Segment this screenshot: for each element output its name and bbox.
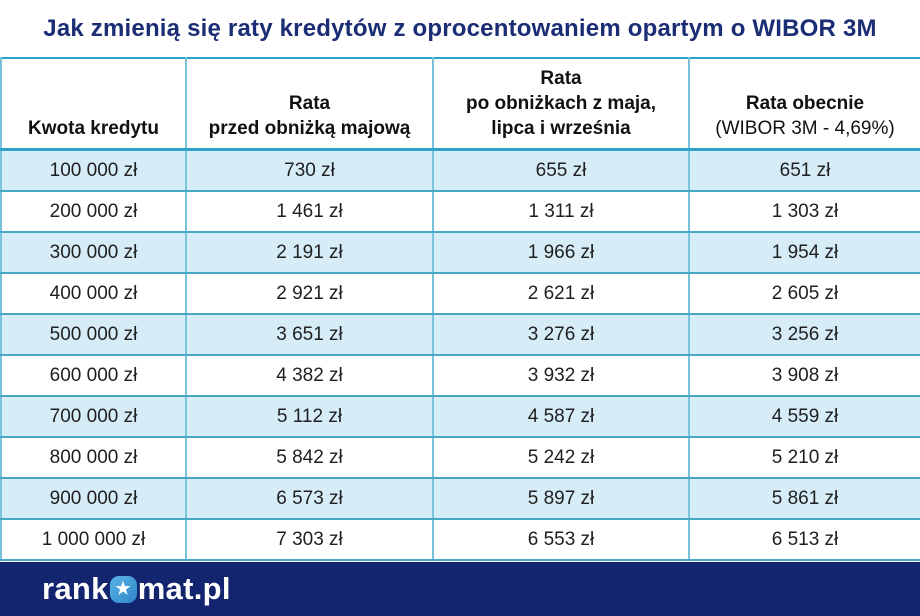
column-header-4: Rata obecnie (WIBOR 3M - 4,69%) (688, 58, 920, 151)
table-row: 800 000 zł 5 842 zł 5 242 zł 5 210 zł (0, 436, 920, 479)
spacer (0, 561, 920, 562)
table-cell: 700 000 zł (0, 395, 187, 438)
table-cell: 1 303 zł (688, 190, 920, 233)
logo-text-suffix: mat.pl (137, 571, 231, 606)
table-cell: 500 000 zł (0, 313, 187, 356)
table-cell: 655 zł (432, 148, 690, 192)
table-row: 600 000 zł 4 382 zł 3 932 zł 3 908 zł (0, 354, 920, 397)
table-row: 200 000 zł 1 461 zł 1 311 zł 1 303 zł (0, 190, 920, 233)
table-cell: 300 000 zł (0, 231, 187, 274)
column-header-1: Kwota kredytu (0, 58, 187, 151)
column-header-line: przed obniżką majową (208, 117, 411, 139)
column-header-3: Rata po obniżkach z maja, lipca i września (432, 58, 690, 151)
column-header-2: Rata przed obniżką majową (185, 58, 434, 151)
table-cell: 1 000 000 zł (0, 518, 187, 561)
table-row: 900 000 zł 6 573 zł 5 897 zł 5 861 zł (0, 477, 920, 520)
table-cell: 651 zł (688, 148, 920, 192)
table-row: 700 000 zł 5 112 zł 4 587 zł 4 559 zł (0, 395, 920, 438)
column-header-line: Rata (288, 92, 331, 114)
table-row: 1 000 000 zł 7 303 zł 6 553 zł 6 513 zł (0, 518, 920, 561)
logo-text-prefix: rank (42, 571, 109, 606)
table-cell: 5 112 zł (185, 395, 434, 438)
column-header-line: Rata (540, 67, 582, 89)
table-row: 100 000 zł 730 zł 655 zł 651 zł (0, 148, 920, 192)
table-cell: 5 897 zł (432, 477, 690, 520)
table-cell: 1 966 zł (432, 231, 690, 274)
table-cell: 3 651 zł (185, 313, 434, 356)
table-cell: 600 000 zł (0, 354, 187, 397)
footer-bar: rank ★ mat.pl (0, 562, 920, 616)
table-cell: 200 000 zł (0, 190, 187, 233)
table-row: 500 000 zł 3 651 zł 3 276 zł 3 256 zł (0, 313, 920, 356)
table-body: 100 000 zł 730 zł 655 zł 651 zł 200 000 zł 1 … (0, 148, 920, 561)
table-row: 400 000 zł 2 921 zł 2 621 zł 2 605 zł (0, 272, 920, 315)
table-cell: 4 587 zł (432, 395, 690, 438)
table-cell: 2 921 zł (185, 272, 434, 315)
star-icon: ★ (109, 575, 137, 603)
table-cell: 400 000 zł (0, 272, 187, 315)
table-cell: 6 513 zł (688, 518, 920, 561)
table-cell: 5 842 zł (185, 436, 434, 479)
table-cell: 3 908 zł (688, 354, 920, 397)
table-cell: 3 256 zł (688, 313, 920, 356)
table-cell: 4 559 zł (688, 395, 920, 438)
title-bar: Jak zmienią się raty kredytów z oprocent… (0, 0, 920, 57)
table-cell: 6 553 zł (432, 518, 690, 561)
table-cell: 100 000 zł (0, 148, 187, 192)
table-cell: 5 242 zł (432, 436, 690, 479)
table-cell: 1 311 zł (432, 190, 690, 233)
rankomat-logo: rank ★ mat.pl (42, 571, 231, 607)
table-header-row: Kwota kredytu Rata przed obniżką majową Rat… (0, 58, 920, 151)
table-cell: 800 000 zł (0, 436, 187, 479)
table-cell: 3 276 zł (432, 313, 690, 356)
table-cell: 4 382 zł (185, 354, 434, 397)
table-cell: 7 303 zł (185, 518, 434, 561)
table-cell: 6 573 zł (185, 477, 434, 520)
table-cell: 2 191 zł (185, 231, 434, 274)
table-cell: 900 000 zł (0, 477, 187, 520)
page-title: Jak zmienią się raty kredytów z oprocent… (43, 14, 877, 42)
table-cell: 2 605 zł (688, 272, 920, 315)
column-header-line: Rata obecnie (745, 92, 865, 114)
column-header-line: lipca i września (491, 117, 631, 139)
table-cell: 2 621 zł (432, 272, 690, 315)
column-header-line: (WIBOR 3M - 4,69%) (715, 117, 895, 139)
table-cell: 3 932 zł (432, 354, 690, 397)
column-header-line: po obniżkach z maja, (465, 92, 657, 114)
table-cell: 1 461 zł (185, 190, 434, 233)
table-cell: 730 zł (185, 148, 434, 192)
table-cell: 1 954 zł (688, 231, 920, 274)
table-row: 300 000 zł 2 191 zł 1 966 zł 1 954 zł (0, 231, 920, 274)
column-header-line: Kwota kredytu (28, 117, 159, 139)
table-cell: 5 861 zł (688, 477, 920, 520)
table-header: Kwota kredytu Rata przed obniżką majową Rat… (0, 58, 920, 151)
loan-rates-table: Kwota kredytu Rata przed obniżką majową Rat… (0, 57, 920, 561)
table-cell: 5 210 zł (688, 436, 920, 479)
star-glyph: ★ (115, 578, 131, 598)
